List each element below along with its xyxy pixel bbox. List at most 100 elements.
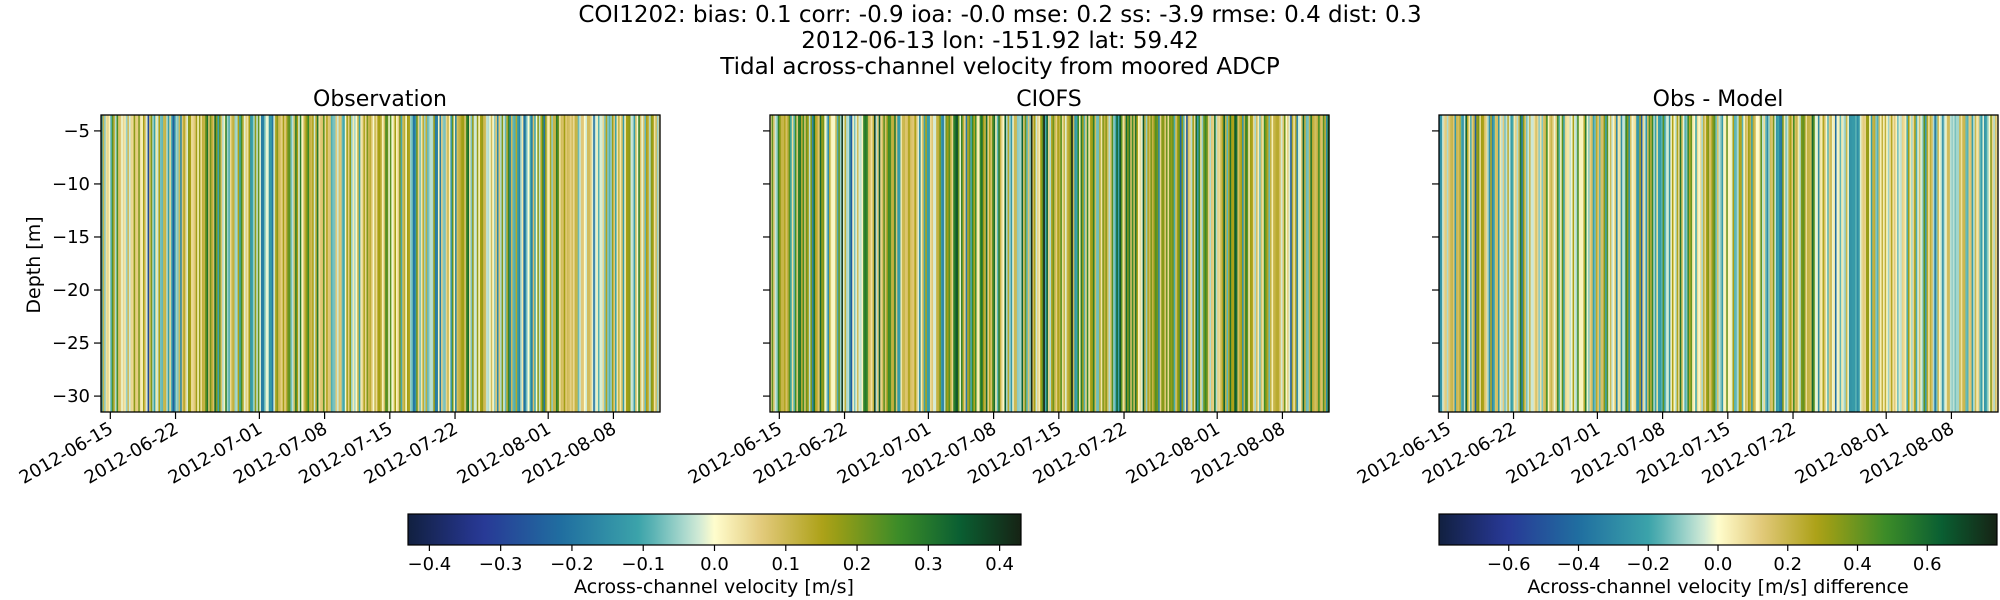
heatmap-column [296,115,299,412]
heatmap-column [628,115,632,412]
heatmap-column [200,115,203,412]
heatmap-column [125,115,128,412]
heatmap-column [894,115,897,412]
heatmap-column [1265,115,1268,412]
heatmap-column [1223,115,1226,412]
heatmap-column [1138,115,1141,412]
heatmap-column [782,115,785,412]
heatmap-column [315,115,318,412]
heatmap-column [1561,115,1564,412]
heatmap-column [492,115,495,412]
heatmap-column [618,115,621,412]
heatmap-column [226,115,229,412]
heatmap-column [1097,115,1100,412]
heatmap-column [1970,115,1973,412]
heatmap-column [1519,115,1522,412]
heatmap-column [652,115,655,412]
heatmap-column [925,115,928,412]
heatmap-column [284,115,287,412]
heatmap-column [1468,115,1471,412]
heatmap-column [1681,115,1684,412]
heatmap-column [1892,115,1895,412]
heatmap-column [630,115,633,412]
heatmap-column [903,115,906,412]
heatmap-column [1612,115,1616,412]
heatmap-column [1720,115,1723,412]
colorbar-tick-label: 0.4 [985,554,1014,575]
heatmap-column [391,115,394,412]
heatmap-column [787,115,790,412]
heatmap-column [940,115,943,412]
heatmap-column [797,115,801,412]
heatmap-column [378,115,382,412]
heatmap-column [1603,115,1606,412]
heatmap-column [1765,115,1768,412]
heatmap-column [371,115,374,412]
heatmap-column [1825,115,1828,412]
heatmap-column [135,115,138,412]
heatmap-column [324,115,327,412]
heatmap-column [644,115,647,412]
heatmap-column [1195,115,1198,412]
heatmap-column [1490,115,1493,412]
heatmap-column [1234,115,1237,412]
heatmap-column [1198,115,1201,412]
heatmap-column [974,115,978,412]
heatmap-column [1838,115,1841,412]
heatmap-column [1629,115,1633,412]
heatmap-column [1622,115,1625,412]
heatmap-column [1524,115,1527,412]
heatmap-column [1783,115,1786,412]
heatmap-column [984,115,987,412]
heatmap-column [1061,115,1065,412]
heatmap-column [1114,115,1117,412]
heatmap-column [1015,115,1018,412]
heatmap-column [627,115,630,412]
heatmap-column [551,115,554,412]
heatmap-column [886,115,889,412]
heatmap-column [405,115,408,412]
heatmap-column [540,115,543,412]
heatmap-column [1934,115,1937,412]
heatmap-column [583,115,587,412]
heatmap-column [891,115,894,412]
heatmap-column [1209,115,1212,412]
colorbar-tick-label: 0.4 [1843,554,1872,575]
y-tick-label: −20 [52,280,90,301]
heatmap-column [883,115,886,412]
heatmap-column [361,115,365,412]
heatmap-column [1589,115,1592,412]
heatmap-column [1224,115,1228,412]
heatmap-column [431,115,434,412]
heatmap-column [473,115,476,412]
heatmap-column [1813,115,1816,412]
heatmap-column [121,115,124,412]
heatmap-column [1072,115,1075,412]
heatmap-column [419,115,422,412]
heatmap-column [416,115,419,412]
heatmap-column [996,115,999,412]
heatmap-column [1296,115,1299,412]
heatmap-column [1657,115,1661,412]
heatmap-column [872,115,875,412]
heatmap-column [577,115,580,412]
heatmap-column [998,115,1001,412]
heatmap-column [1883,115,1886,412]
heatmap-column [1752,115,1755,412]
heatmap-column [425,115,428,412]
heatmap-column [546,115,549,412]
heatmap-column [1713,115,1716,412]
heatmap-column [956,115,959,412]
heatmap-column [1721,115,1724,412]
heatmap-column [926,115,929,412]
heatmap-column [832,115,835,412]
heatmap-column [1959,115,1962,412]
heatmap-column [1440,115,1443,412]
heatmap-column [394,115,397,412]
heatmap-column [1321,115,1324,412]
heatmap-column [1855,115,1858,412]
heatmap-column [1741,115,1744,412]
heatmap-column [1119,115,1122,412]
heatmap-column [568,115,571,412]
heatmap-column [1569,115,1572,412]
